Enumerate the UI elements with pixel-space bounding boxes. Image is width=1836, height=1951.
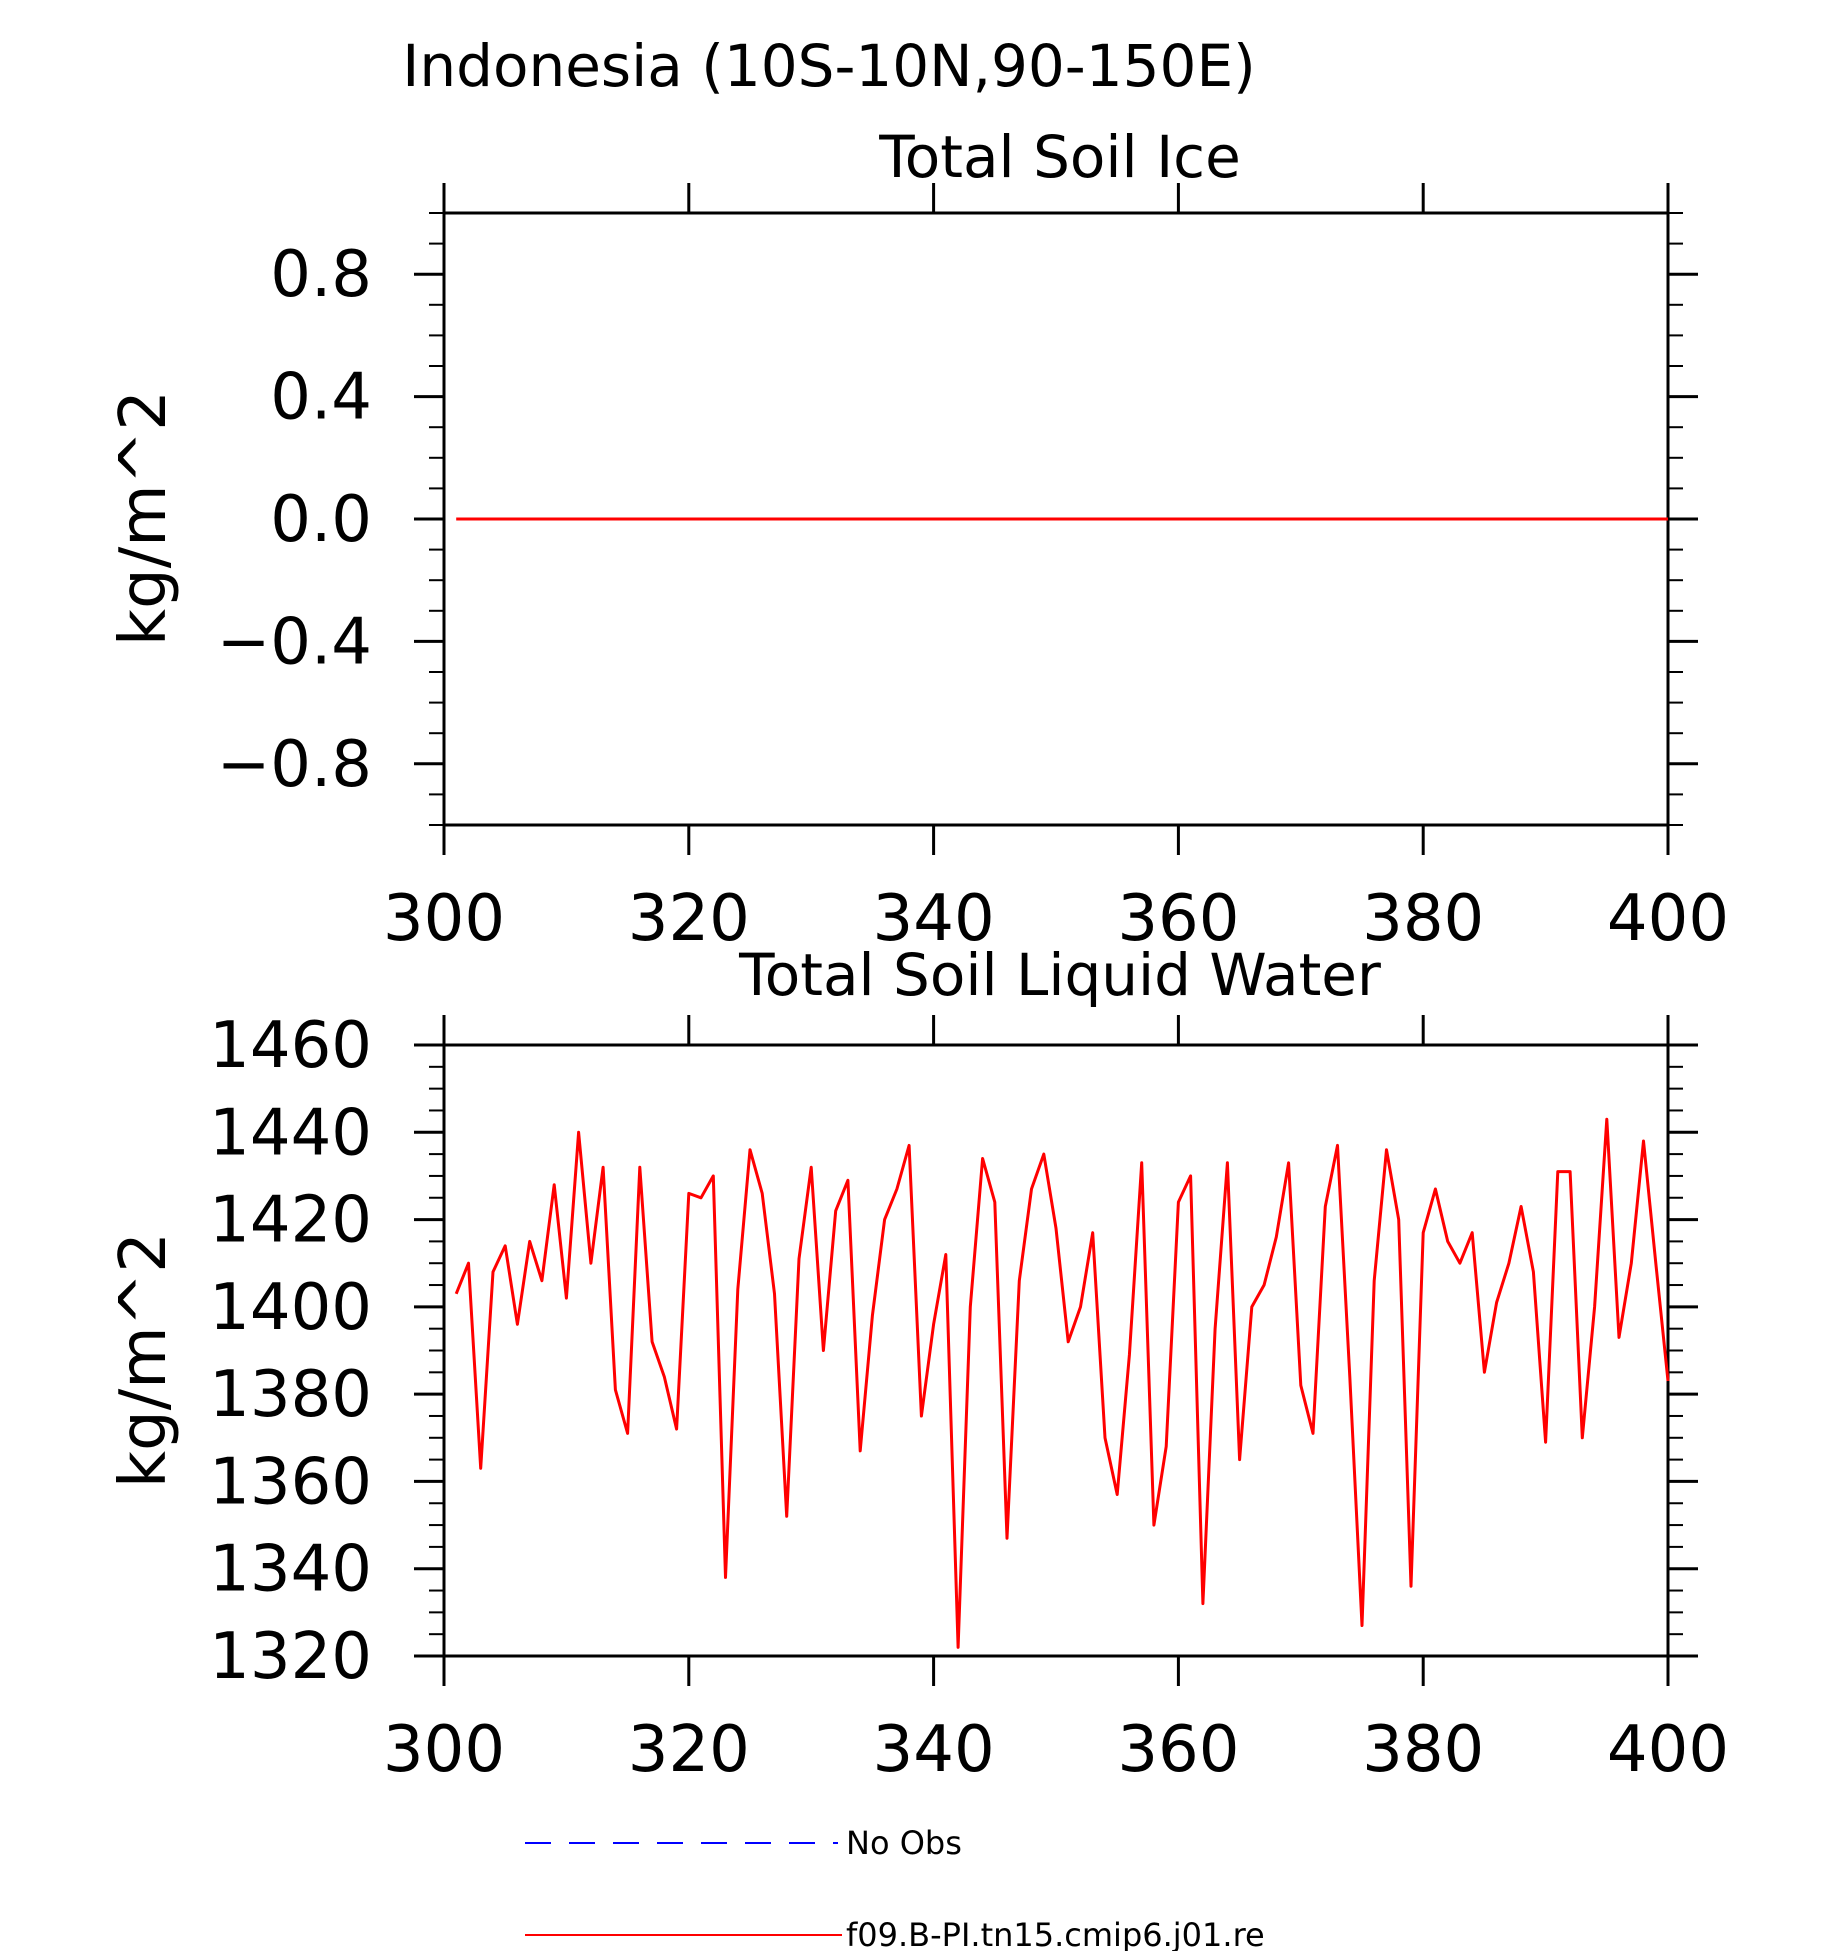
soil-liquid-axes: 300 320 340 360 380 400 1460 1440 1420 1400 1380 13…: [209, 1009, 1729, 1787]
soil-liquid-ylabel: kg/m^2: [107, 1232, 181, 1488]
soil-liquid-xtick-label: 300: [383, 1713, 505, 1787]
soil-liquid-xtick-label: 340: [873, 1713, 995, 1787]
soil-liquid-ytick-label: 1380: [209, 1358, 372, 1432]
soil-ice-ylabel: kg/m^2: [107, 390, 181, 646]
soil-ice-ytick-label: 0.4: [270, 361, 372, 435]
soil-liquid-xtick-label: 380: [1362, 1713, 1484, 1787]
soil-liquid-ytick-label: 1360: [209, 1445, 372, 1519]
soil-liquid-frame: [442, 1043, 1670, 1658]
soil-ice-xtick-label: 300: [383, 882, 505, 956]
soil-liquid-ytick-label: 1420: [209, 1184, 372, 1258]
soil-ice-xtick-label: 400: [1607, 882, 1729, 956]
soil-liquid-ytick-label: 1440: [209, 1096, 372, 1170]
soil-liquid-title: Total Soil Liquid Water: [738, 941, 1381, 1009]
soil-liquid-xtick-label: 400: [1607, 1713, 1729, 1787]
soil-ice-ytick-label: 0.0: [270, 483, 372, 557]
soil-liquid-series-line: [454, 1117, 1670, 1649]
soil-liquid-xtick-label: 320: [628, 1713, 750, 1787]
soil-ice-xtick-label: 320: [628, 882, 750, 956]
soil-ice-title: Total Soil Ice: [878, 123, 1241, 191]
legend-label-model: f09.B-PI.tn15.cmip6.j01.re: [846, 1916, 1265, 1951]
soil-liquid-xtick-label: 360: [1117, 1713, 1239, 1787]
soil-ice-axes: 300 320 340 360 380 400 0.8 0.4 0.0 −0.4 −0.8: [217, 183, 1729, 956]
legend: No Obs f09.B-PI.tn15.cmip6.j01.re: [525, 1824, 1265, 1951]
soil-ice-ytick-label: −0.8: [217, 728, 372, 802]
soil-ice-xtick-label: 360: [1117, 882, 1239, 956]
figure-title: Indonesia (10S-10N,90-150E): [402, 32, 1255, 100]
soil-liquid-panel: Total Soil Liquid Water kg/m^2 300 320 340…: [107, 941, 1729, 1787]
soil-ice-xtick-label: 380: [1362, 882, 1484, 956]
soil-ice-ytick-label: 0.8: [270, 238, 372, 312]
soil-liquid-ytick-label: 1320: [209, 1620, 372, 1694]
soil-liquid-ytick-label: 1340: [209, 1533, 372, 1607]
soil-ice-ytick-label: −0.4: [217, 605, 372, 679]
soil-liquid-ytick-label: 1460: [209, 1009, 372, 1083]
soil-ice-panel: Total Soil Ice kg/m^2 300 320 340 360 380 400…: [107, 123, 1729, 956]
soil-ice-xtick-label: 340: [873, 882, 995, 956]
soil-liquid-series: [454, 1117, 1670, 1649]
soil-liquid-ytick-label: 1400: [209, 1271, 372, 1345]
legend-label-no-obs: No Obs: [846, 1824, 962, 1862]
